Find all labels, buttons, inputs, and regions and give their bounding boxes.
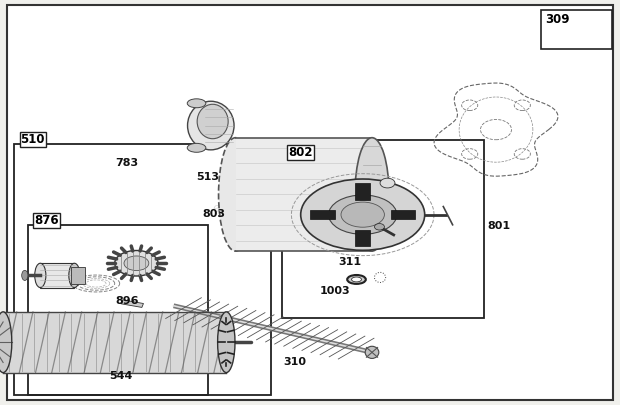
Ellipse shape <box>352 277 361 282</box>
Text: 803: 803 <box>202 209 226 219</box>
Bar <box>541 10 612 49</box>
Bar <box>28 225 208 395</box>
Bar <box>236 138 372 251</box>
Ellipse shape <box>347 275 366 284</box>
Ellipse shape <box>22 271 28 280</box>
Ellipse shape <box>35 263 46 288</box>
Bar <box>14 144 271 395</box>
Bar <box>121 300 143 307</box>
Ellipse shape <box>329 195 397 234</box>
Ellipse shape <box>187 143 206 152</box>
Bar <box>355 183 371 200</box>
Text: 896: 896 <box>115 296 139 306</box>
Circle shape <box>380 178 395 188</box>
Text: 309: 309 <box>546 13 570 26</box>
Text: 801: 801 <box>487 221 511 231</box>
Bar <box>355 230 371 246</box>
Bar <box>391 210 415 219</box>
Text: 311: 311 <box>339 257 362 267</box>
Text: 544: 544 <box>109 371 133 381</box>
Ellipse shape <box>218 312 235 373</box>
Bar <box>282 140 484 318</box>
Text: 876: 876 <box>34 214 59 227</box>
Ellipse shape <box>301 179 425 250</box>
Text: 783: 783 <box>115 158 139 168</box>
Ellipse shape <box>69 263 80 288</box>
Ellipse shape <box>218 138 253 251</box>
Ellipse shape <box>124 256 149 271</box>
Circle shape <box>374 224 384 230</box>
Text: 510: 510 <box>20 133 45 146</box>
Ellipse shape <box>187 101 234 150</box>
Text: 513: 513 <box>196 172 219 182</box>
Bar <box>310 210 335 219</box>
Ellipse shape <box>355 138 389 251</box>
Text: eReplacementParts.com: eReplacementParts.com <box>213 202 358 215</box>
Ellipse shape <box>365 346 379 358</box>
Bar <box>71 267 85 284</box>
Ellipse shape <box>187 99 206 108</box>
Ellipse shape <box>115 250 158 276</box>
Ellipse shape <box>341 202 384 227</box>
Ellipse shape <box>0 312 12 373</box>
Text: 310: 310 <box>283 357 306 367</box>
Text: 1003: 1003 <box>319 286 350 296</box>
Bar <box>3 312 226 373</box>
Ellipse shape <box>197 104 228 139</box>
Bar <box>40 263 74 288</box>
Text: 802: 802 <box>288 146 313 159</box>
